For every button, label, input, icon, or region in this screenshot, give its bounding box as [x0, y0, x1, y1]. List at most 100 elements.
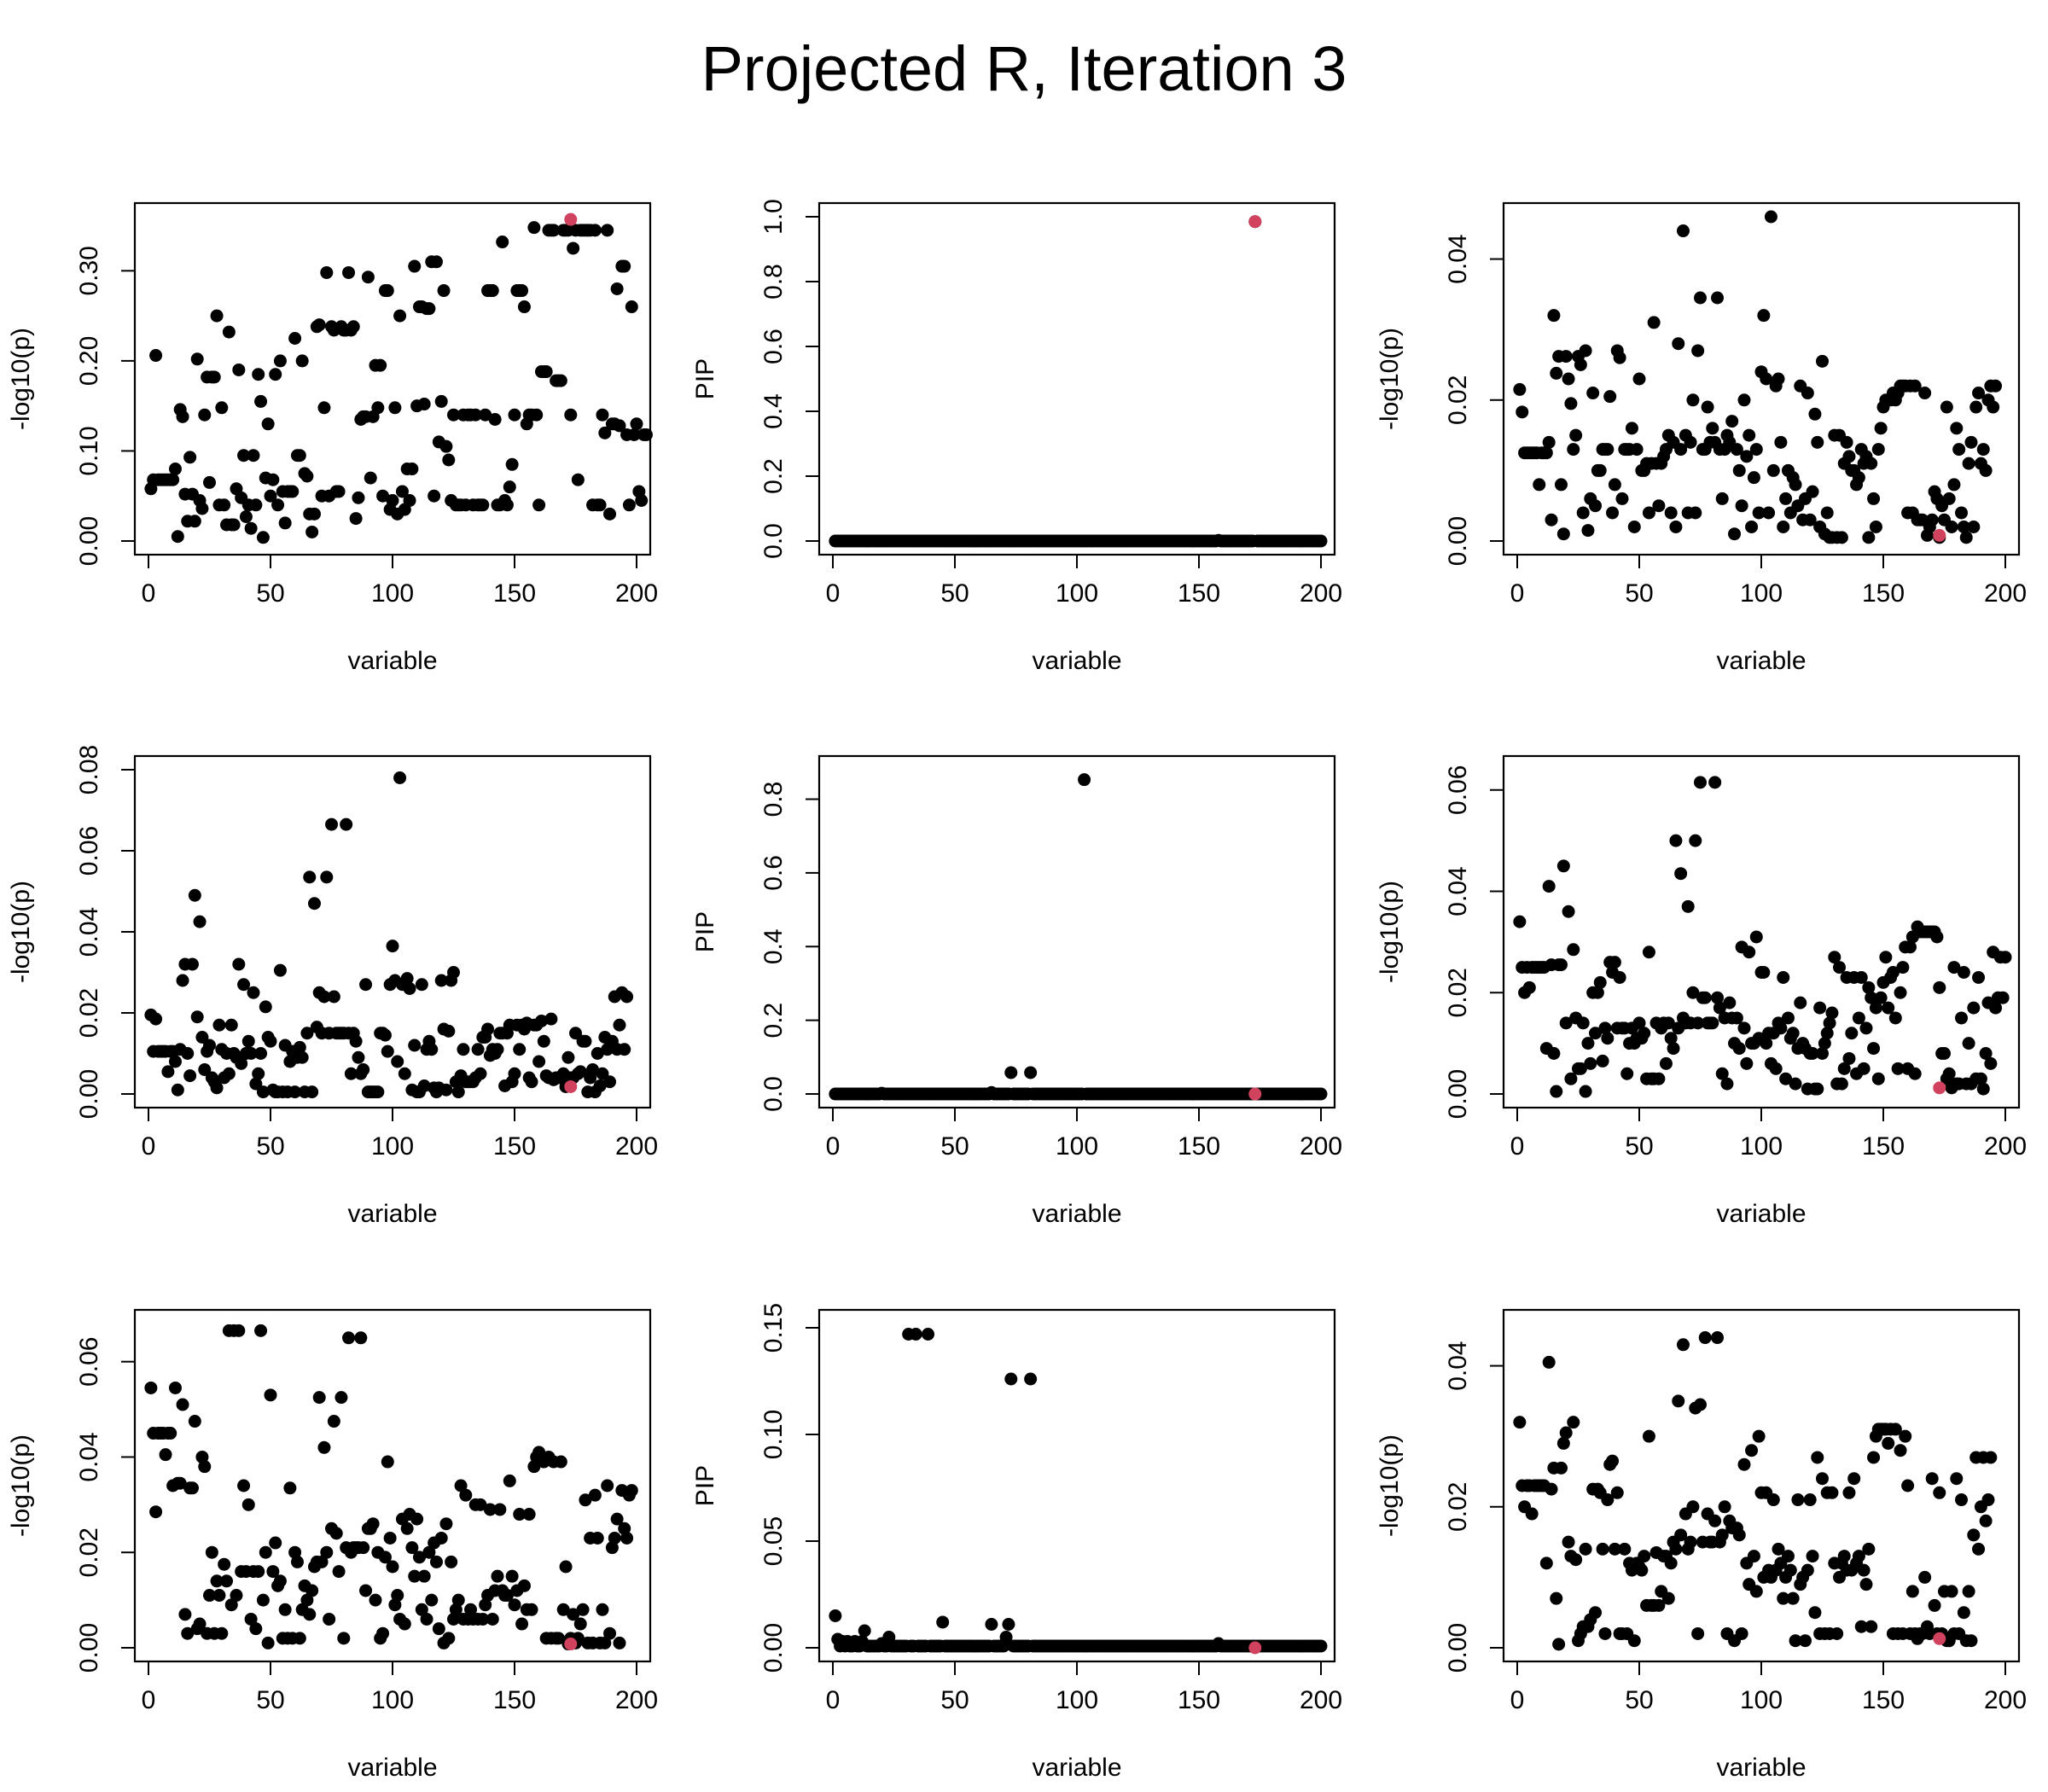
data-point: [393, 309, 407, 323]
data-point: [1852, 471, 1865, 485]
data-point: [598, 1636, 612, 1649]
data-point: [1574, 358, 1587, 371]
y-tick-label: 0.08: [75, 745, 103, 794]
data-point: [198, 1460, 212, 1474]
data-point: [1686, 393, 1700, 407]
x-tick-label: 100: [371, 579, 414, 608]
data-points: [144, 221, 653, 544]
data-point: [1962, 1037, 1975, 1050]
data-point: [1686, 986, 1700, 999]
data-point: [579, 1493, 592, 1507]
data-points: [1513, 1331, 1998, 1651]
y-tick-label: 0.00: [1444, 1623, 1472, 1673]
data-point: [1811, 435, 1824, 449]
data-point: [613, 1018, 626, 1032]
data-point: [293, 1632, 306, 1645]
data-point: [400, 1521, 414, 1535]
data-point: [193, 1617, 207, 1631]
data-point: [1735, 1626, 1748, 1640]
data-point: [1545, 1482, 1558, 1496]
plot-frame: [817, 754, 1336, 1109]
data-point: [303, 870, 317, 884]
data-point: [620, 990, 634, 1004]
data-point: [505, 1569, 519, 1583]
data-point: [349, 512, 363, 526]
data-point: [230, 1589, 243, 1603]
data-point: [1871, 1072, 1885, 1085]
data-point: [1554, 958, 1568, 972]
data-point: [1601, 1493, 1615, 1507]
data-point: [232, 363, 246, 376]
data-point: [1964, 1634, 1978, 1648]
data-point: [388, 401, 402, 415]
data-point: [1955, 506, 1969, 520]
data-point: [635, 494, 649, 507]
data-point: [1647, 316, 1661, 329]
data-point: [312, 1391, 326, 1405]
data-point: [1747, 1550, 1760, 1563]
data-point: [1664, 1032, 1678, 1045]
y-tick-label: 0.00: [75, 1069, 103, 1119]
data-point: [530, 408, 544, 422]
data-point: [283, 1481, 297, 1495]
data-point: [1779, 1072, 1793, 1085]
data-point: [544, 1012, 558, 1026]
data-point: [1627, 1634, 1641, 1648]
data-point: [1664, 506, 1678, 520]
data-point: [603, 507, 617, 521]
data-point: [1894, 1444, 1907, 1457]
x-axis-label: variable: [1716, 1754, 1806, 1782]
data-point: [344, 1067, 358, 1080]
y-axis-label: -log10(p): [1376, 881, 1404, 983]
data-point: [1745, 520, 1759, 533]
data-point: [610, 1512, 624, 1526]
data-point: [1554, 478, 1568, 492]
data-point: [1854, 970, 1868, 984]
data-point: [1962, 1585, 1975, 1598]
x-tick-label: 200: [1984, 1132, 2027, 1161]
data-point: [618, 1043, 631, 1056]
data-point: [1972, 1542, 1986, 1556]
data-point: [554, 1455, 567, 1469]
data-point: [1972, 387, 1986, 400]
data-point: [571, 473, 585, 486]
highlighted-point: [1933, 1081, 1946, 1095]
data-point: [212, 1018, 226, 1032]
data-point: [442, 453, 456, 467]
data-point: [273, 963, 287, 977]
data-point: [474, 1067, 487, 1080]
data-point: [1942, 492, 1956, 505]
data-point: [439, 1083, 453, 1097]
data-point: [1764, 210, 1777, 224]
x-axis-label: variable: [1032, 647, 1121, 675]
data-point: [534, 1015, 548, 1027]
data-point: [1564, 397, 1578, 410]
data-point: [1928, 1598, 1941, 1612]
y-tick-label: 0.8: [759, 782, 788, 817]
data-point: [320, 1545, 334, 1559]
data-point: [1950, 422, 1964, 435]
data-point: [1830, 1626, 1844, 1640]
data-point: [1701, 400, 1714, 414]
y-tick-label: 0.06: [75, 1337, 103, 1387]
data-point: [1940, 400, 1953, 414]
x-axis-label: variable: [347, 647, 437, 675]
data-point: [381, 1455, 394, 1469]
data-point: [1725, 415, 1739, 428]
y-tick-label: 0.05: [759, 1516, 788, 1566]
panel-4: 0 50 100 150 200 variable 0.00 0.02 0.04 0.06 0.08…: [7, 745, 658, 1228]
highlighted-point: [564, 212, 578, 226]
data-point: [451, 1593, 465, 1607]
data-point: [1562, 905, 1575, 918]
data-point: [508, 408, 521, 422]
data-point: [181, 1626, 195, 1640]
data-point: [352, 491, 365, 504]
data-point: [1908, 379, 1922, 393]
data-point: [1842, 1051, 1856, 1065]
data-point: [1969, 400, 1983, 414]
data-point: [252, 368, 265, 381]
panel-5: 0 50 100 150 200 variable 0.0 0.2 0.4 0.6 0.8 PIP: [691, 754, 1342, 1228]
data-point: [224, 1598, 238, 1612]
data-point: [1589, 1027, 1603, 1040]
data-point: [232, 1324, 246, 1337]
